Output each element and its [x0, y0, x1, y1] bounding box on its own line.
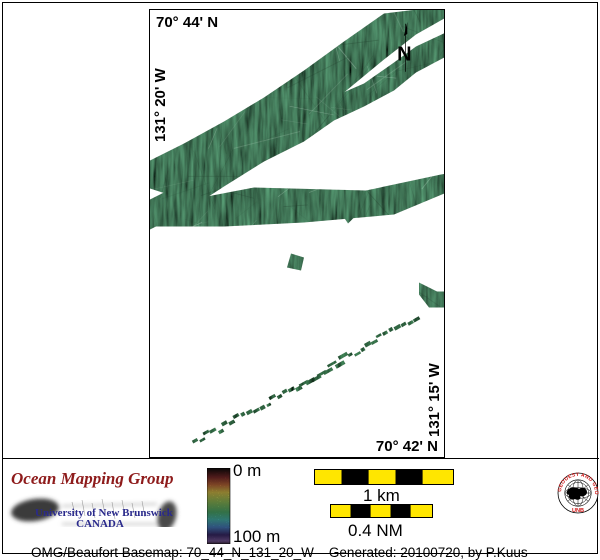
svg-text:N: N: [397, 43, 411, 65]
svg-text:UNB: UNB: [572, 508, 584, 514]
